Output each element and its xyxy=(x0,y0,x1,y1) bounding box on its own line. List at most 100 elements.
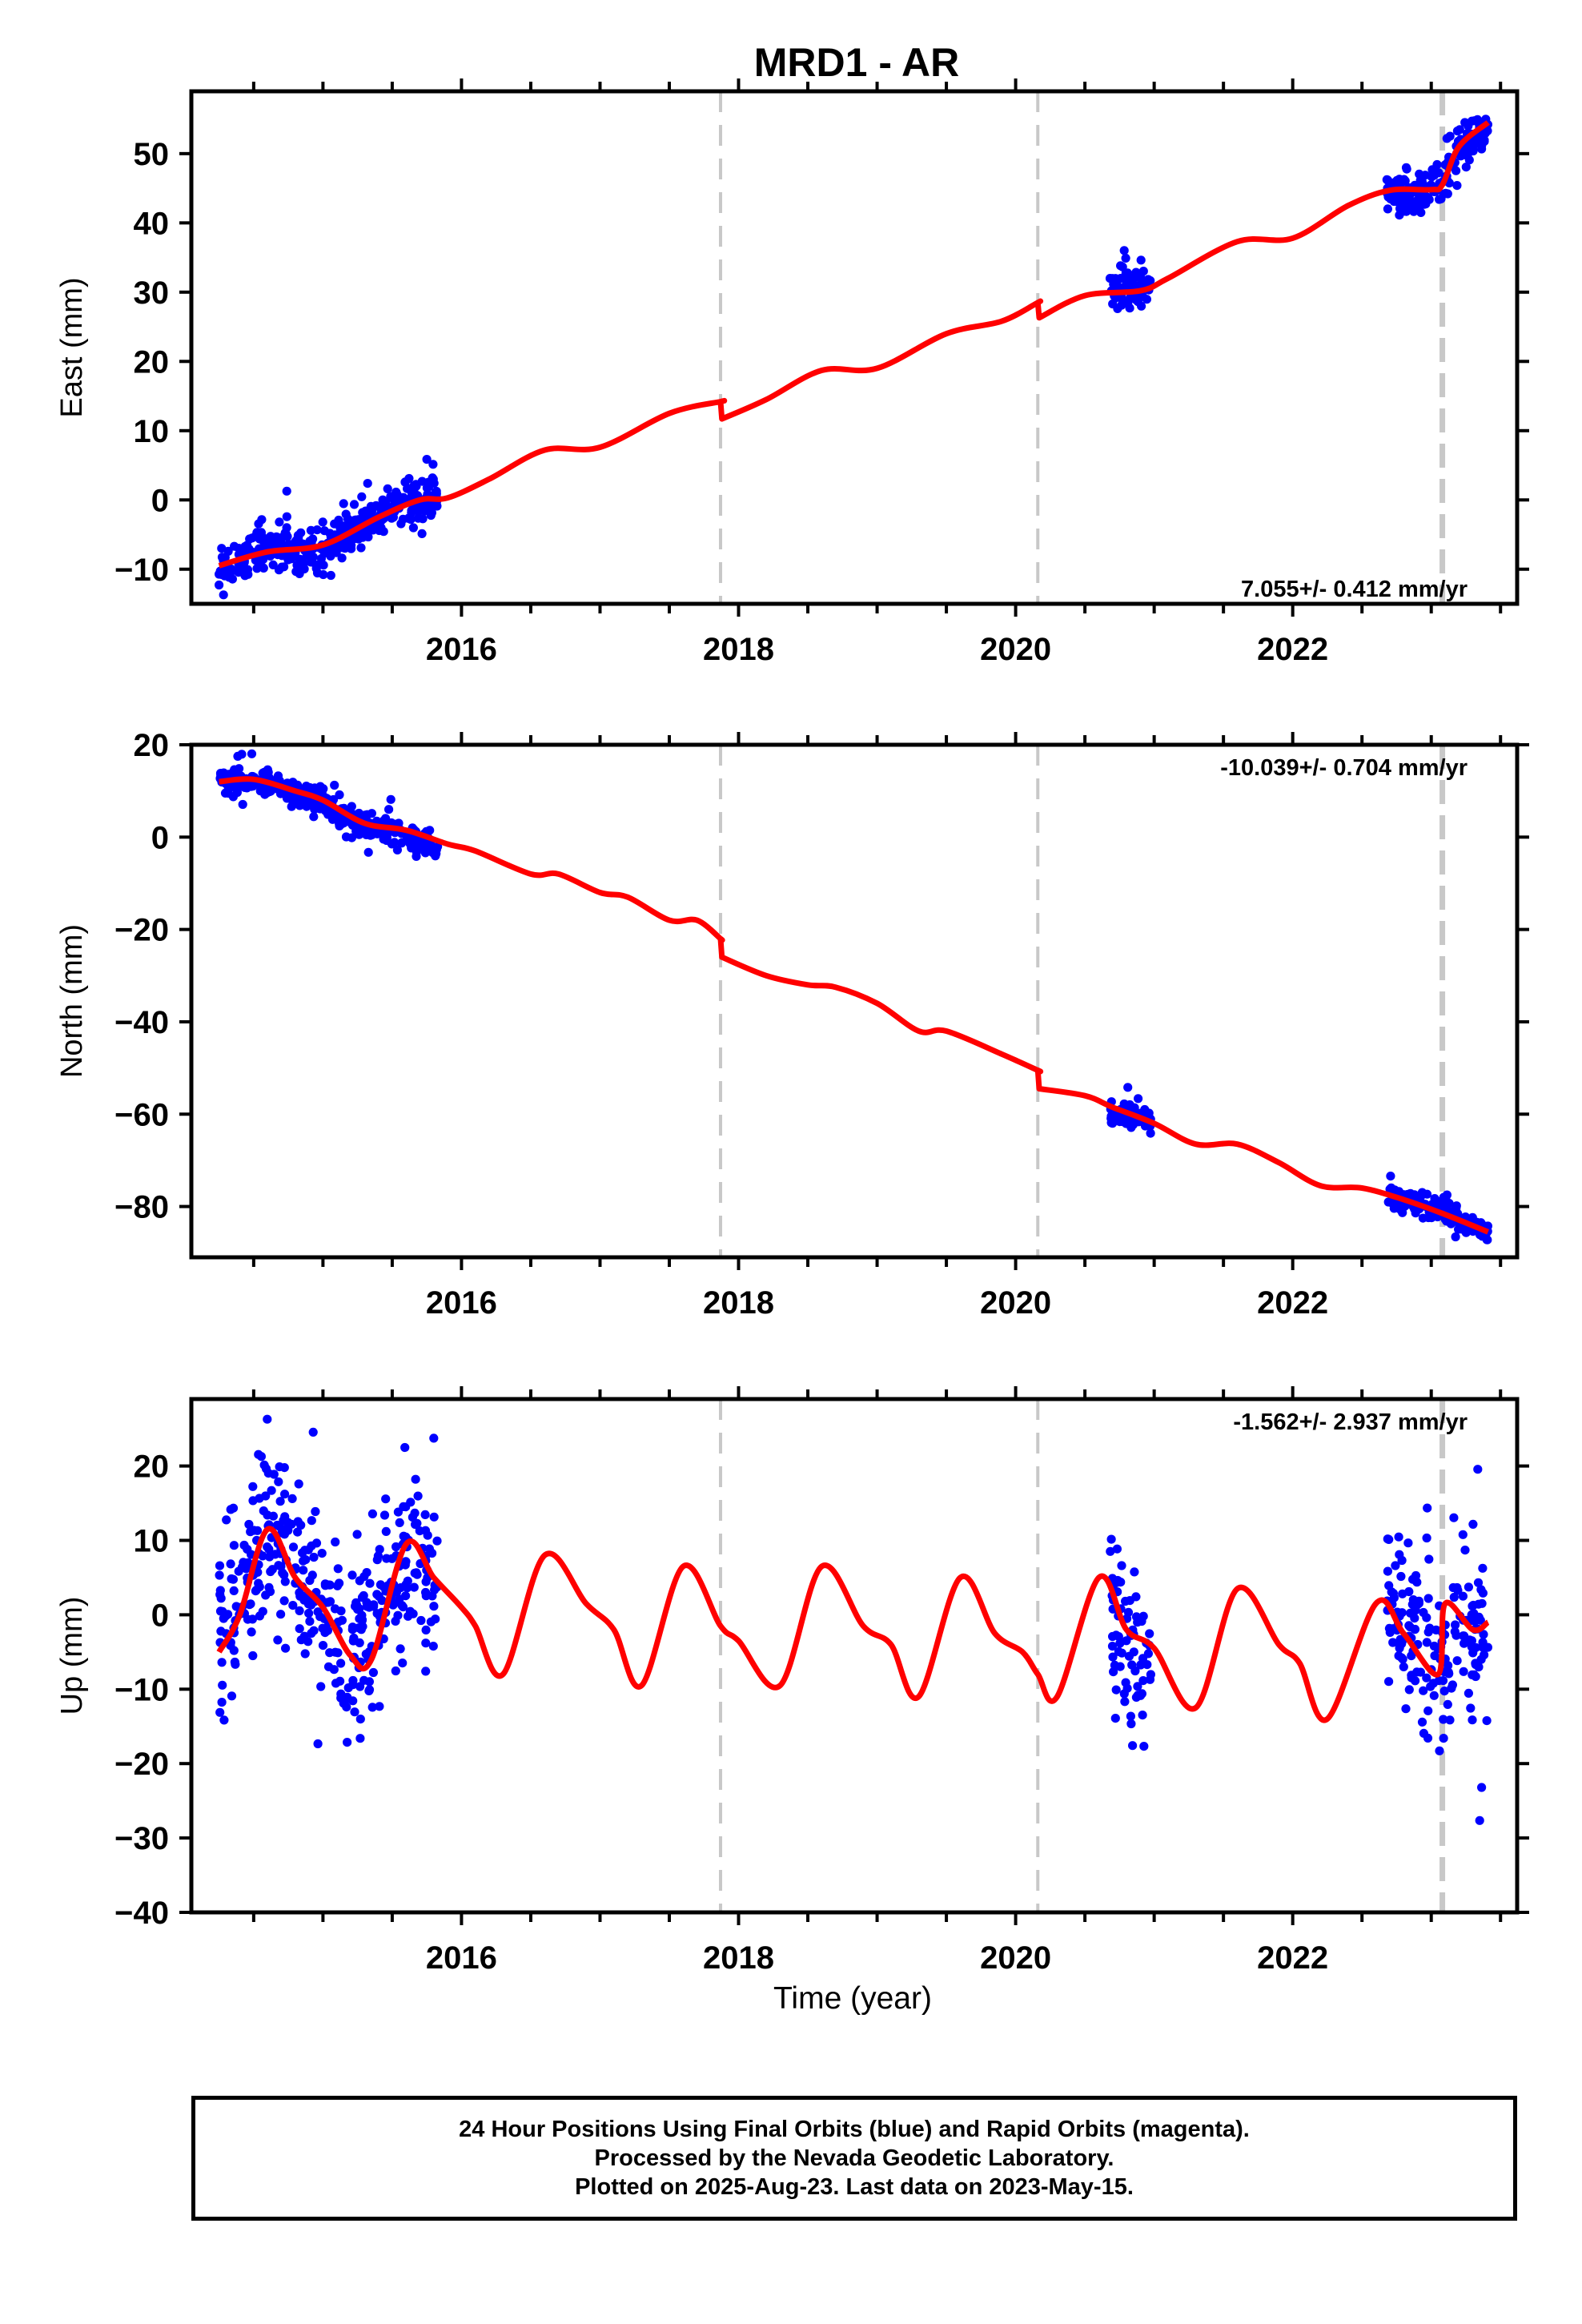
up-data-point xyxy=(325,1580,335,1590)
up-data-point xyxy=(335,1676,345,1686)
up-data-point xyxy=(367,1703,377,1712)
east-data-point xyxy=(1126,281,1135,292)
up-data-point xyxy=(339,1699,348,1708)
up-data-point xyxy=(368,1667,378,1678)
up-data-point xyxy=(248,1496,258,1506)
north-data-point xyxy=(387,839,396,849)
east-data-points xyxy=(215,115,1492,600)
up-data-point xyxy=(1460,1546,1470,1555)
up-data-point xyxy=(374,1591,383,1601)
up-data-point xyxy=(216,1626,226,1636)
east-data-point xyxy=(318,517,327,527)
up-data-point xyxy=(1111,1685,1121,1695)
up-data-point xyxy=(1482,1716,1492,1726)
up-data-point xyxy=(364,1686,374,1695)
up-data-point xyxy=(1399,1662,1408,1671)
up-data-point xyxy=(1128,1741,1138,1751)
up-data-point xyxy=(311,1506,320,1517)
up-data-point xyxy=(399,1502,408,1511)
up-data-point xyxy=(1108,1652,1118,1662)
up-data-point xyxy=(226,1559,235,1569)
east-data-point xyxy=(319,549,329,558)
east-data-point xyxy=(325,529,335,538)
east-data-point xyxy=(274,565,284,575)
up-data-point xyxy=(1120,1697,1130,1707)
up-data-point xyxy=(396,1583,406,1593)
up-data-point xyxy=(1449,1513,1459,1522)
up-data-point xyxy=(298,1548,307,1558)
north-y-tick-label: −80 xyxy=(114,1190,169,1225)
footer-caption-box: 24 Hour Positions Using Final Orbits (bl… xyxy=(191,2096,1517,2221)
up-model-curve xyxy=(216,1526,1490,1723)
up-data-point xyxy=(375,1702,384,1711)
north-x-tick-label: 2022 xyxy=(1257,1285,1328,1321)
up-x-tick-label: 2018 xyxy=(703,1940,774,1976)
up-x-tick-label: 2022 xyxy=(1257,1940,1328,1976)
east-data-point xyxy=(378,495,387,505)
up-data-point xyxy=(1429,1691,1439,1700)
up-data-point xyxy=(215,1586,225,1595)
up-data-point xyxy=(403,1583,412,1593)
up-data-point xyxy=(428,1591,437,1601)
north-y-tick-label: 0 xyxy=(151,820,169,855)
up-data-point xyxy=(304,1608,314,1618)
north-rate-label: -10.039+/- 0.704 mm/yr xyxy=(1220,755,1468,781)
up-data-point xyxy=(1471,1659,1480,1670)
north-y-axis-label: North (mm) xyxy=(55,924,89,1078)
north-data-point xyxy=(1140,1104,1150,1115)
footer-line-3: Plotted on 2025-Aug-23. Last data on 202… xyxy=(575,2174,1134,2200)
east-data-point xyxy=(357,492,367,501)
up-y-axis-label: Up (mm) xyxy=(55,1597,89,1715)
up-data-point xyxy=(403,1576,412,1586)
east-data-point xyxy=(319,569,328,580)
up-data-point xyxy=(305,1617,315,1626)
up-data-point xyxy=(280,1577,290,1586)
east-frame xyxy=(189,89,1520,606)
up-data-point xyxy=(255,1611,264,1621)
up-data-point xyxy=(1143,1649,1153,1659)
north-data-point xyxy=(382,833,391,842)
east-data-point xyxy=(1452,166,1461,175)
up-data-point xyxy=(333,1564,343,1574)
north-data-point xyxy=(1444,1199,1454,1208)
east-data-point xyxy=(1429,171,1439,180)
up-data-point xyxy=(1383,1566,1392,1576)
up-y-tick-label: 0 xyxy=(151,1598,169,1633)
up-data-point xyxy=(409,1582,419,1592)
up-data-point xyxy=(1397,1555,1407,1566)
east-data-point xyxy=(282,512,291,521)
east-panel: −10 0 10 20 30 40 50 2016 2018 2020 2022 East (mm) 7… xyxy=(55,78,1529,667)
east-y-tick-label: 50 xyxy=(134,137,170,172)
up-data-point xyxy=(268,1511,278,1521)
north-data-point xyxy=(287,802,296,811)
up-data-point xyxy=(1422,1533,1431,1543)
east-data-point xyxy=(259,538,269,548)
up-data-point xyxy=(307,1628,316,1638)
north-data-point xyxy=(315,804,325,814)
north-data-point xyxy=(309,812,319,822)
up-data-point xyxy=(423,1530,432,1540)
up-data-point xyxy=(400,1442,410,1453)
up-data-point xyxy=(348,1680,358,1690)
up-panel: −40 −30 −20 −10 0 10 20 2016 2018 2020 2022 Up (mm)… xyxy=(55,1386,1529,1976)
up-data-point xyxy=(1478,1588,1488,1598)
east-data-point xyxy=(1122,268,1132,278)
east-data-point xyxy=(339,521,348,531)
up-data-point xyxy=(1468,1600,1478,1610)
up-data-point xyxy=(1110,1714,1120,1723)
north-y-tick-label: −60 xyxy=(114,1097,169,1132)
up-data-point xyxy=(391,1616,400,1626)
up-data-point xyxy=(1384,1677,1394,1687)
up-data-point xyxy=(1397,1653,1407,1663)
up-data-point xyxy=(305,1575,315,1586)
east-data-point xyxy=(408,523,418,533)
up-data-point xyxy=(265,1586,275,1596)
up-data-point xyxy=(1468,1648,1478,1658)
east-data-point xyxy=(1382,175,1391,184)
up-data-point xyxy=(264,1544,274,1554)
east-data-point xyxy=(1461,163,1471,172)
up-data-point xyxy=(215,1570,224,1580)
up-data-point xyxy=(320,1628,330,1638)
north-data-point xyxy=(1386,1172,1395,1181)
